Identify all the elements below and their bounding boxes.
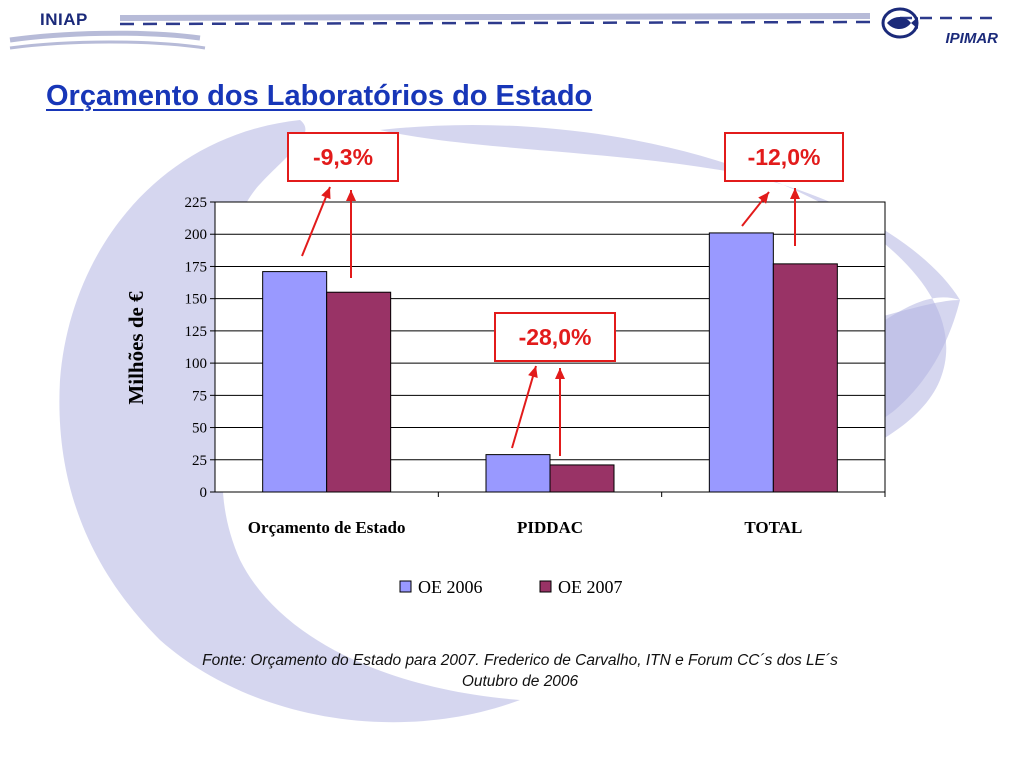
bar-oe-2006-2 [708, 232, 774, 493]
y-axis-label: Milhões de € [124, 291, 148, 405]
y-tick-label: 25 [192, 453, 207, 469]
annotation-arrow [301, 186, 331, 257]
legend-label: OE 2007 [558, 577, 623, 597]
annotation-arrowhead [528, 366, 538, 378]
bar-oe-2007-2 [772, 263, 838, 493]
y-tick-label: 100 [185, 356, 208, 372]
bar-oe-2006-0 [262, 271, 328, 493]
y-tick-label: 150 [185, 292, 208, 308]
page-title: Orçamento dos Laboratórios do Estado [46, 80, 593, 112]
annotation-arrow [511, 365, 537, 449]
legend-swatch [399, 580, 412, 593]
bar-oe-2007-0 [326, 291, 392, 493]
bar-oe-2006-1 [485, 454, 551, 493]
y-tick-label: 75 [192, 388, 207, 404]
percentage-box-oe: -9,3% [287, 132, 399, 182]
annotation-arrowhead [758, 192, 769, 204]
annotation-arrowhead [790, 188, 800, 199]
legend-swatch [539, 580, 552, 593]
source-line-1: Fonte: Orçamento do Estado para 2007. Fr… [202, 652, 838, 669]
x-tick-label: Orçamento de Estado [248, 518, 406, 537]
x-tick-label: TOTAL [744, 518, 802, 537]
source-line-2: Outubro de 2006 [461, 673, 579, 690]
iniap-logo: INIAP [40, 10, 88, 29]
y-tick-label: 125 [185, 324, 208, 340]
y-tick-label: 200 [185, 227, 208, 243]
bar-oe-2007-1 [549, 464, 615, 493]
source-note: Fonte: Orçamento do Estado para 2007. Fr… [60, 650, 980, 692]
percentage-box-piddac: -28,0% [494, 312, 616, 362]
legend-label: OE 2006 [418, 577, 483, 597]
y-tick-label: 225 [185, 195, 208, 211]
annotation-arrowhead [346, 190, 356, 201]
y-tick-label: 50 [192, 421, 207, 437]
x-tick-label: PIDDAC [517, 518, 583, 537]
annotation-arrowhead [321, 187, 331, 200]
annotation-arrowhead [555, 368, 565, 379]
percentage-box-total: -12,0% [724, 132, 844, 182]
y-tick-label: 0 [200, 485, 208, 501]
y-tick-label: 175 [185, 259, 208, 275]
ipimar-logo: IPIMAR [945, 30, 999, 47]
fish-emblem-icon [881, 7, 919, 39]
